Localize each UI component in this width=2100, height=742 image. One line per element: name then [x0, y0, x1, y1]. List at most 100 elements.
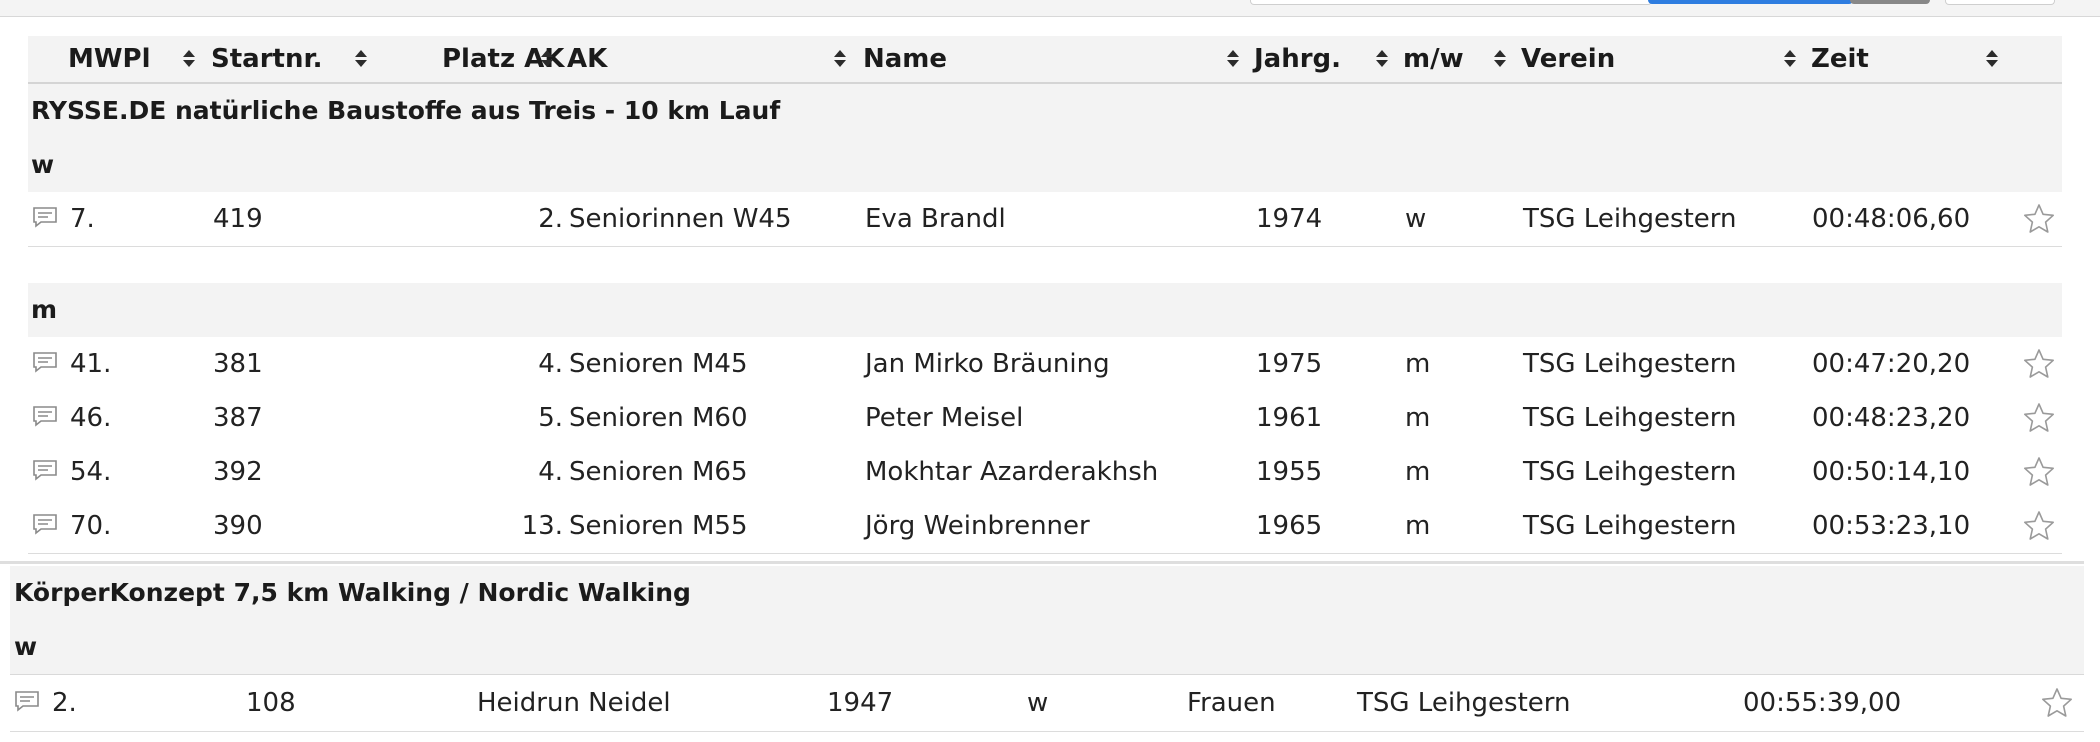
mwpl-cell: 54.: [70, 457, 112, 487]
table-row[interactable]: 54. 392 4. Senioren M65 Mokhtar Azardera…: [28, 445, 2062, 500]
ak-cell: Senioren M55: [569, 511, 748, 541]
sort-icon[interactable]: [1494, 36, 1508, 82]
comment-icon[interactable]: [14, 690, 40, 712]
name-cell: Peter Meisel: [865, 403, 1024, 433]
startnr-cell: 387: [213, 403, 263, 433]
jahrg-cell: 1961: [1256, 403, 1323, 433]
col-header-platz-ak[interactable]: Platz AK: [442, 44, 565, 74]
sort-icon[interactable]: [355, 36, 369, 82]
col-header-name[interactable]: Name: [863, 44, 948, 74]
name-cell: Jan Mirko Bräuning: [865, 349, 1110, 379]
group-header: w: [28, 138, 2062, 193]
col-header-verein[interactable]: Verein: [1521, 44, 1616, 74]
col-header-jahrg[interactable]: Jahrg.: [1254, 44, 1342, 74]
mwpl-cell: 70.: [70, 511, 112, 541]
name-cell: Eva Brandl: [865, 204, 1006, 234]
jahrg-cell: 1955: [1256, 457, 1323, 487]
star-outline-icon[interactable]: [2022, 202, 2056, 236]
zeit-cell: 00:48:06,60: [1812, 204, 1971, 234]
comment-icon[interactable]: [32, 459, 58, 481]
sort-icon[interactable]: [183, 36, 197, 82]
name-cell: Jörg Weinbrenner: [865, 511, 1090, 541]
search-dropdown-button[interactable]: [1850, 0, 1930, 4]
verein-cell: TSG Leihgestern: [1523, 403, 1737, 433]
star-outline-icon[interactable]: [2022, 455, 2056, 489]
ak-cell: Senioren M45: [569, 349, 748, 379]
startnr-cell: 108: [246, 688, 296, 718]
zeit-cell: 00:53:23,10: [1812, 511, 1971, 541]
sort-icon[interactable]: [1784, 36, 1798, 82]
col-header-ak[interactable]: AK: [567, 44, 608, 74]
verein-cell: TSG Leihgestern: [1523, 204, 1737, 234]
group-header: w: [10, 620, 2084, 675]
verein-cell: TSG Leihgestern: [1523, 457, 1737, 487]
table-row[interactable]: 2. 108 Heidrun Neidel 1947 w Frauen TSG …: [10, 675, 2084, 732]
table-row[interactable]: 70. 390 13. Senioren M55 Jörg Weinbrenne…: [28, 499, 2062, 554]
group-header: m: [28, 283, 2062, 338]
section-divider: [0, 561, 2084, 564]
table-header: MWPl Startnr. Platz AK AK Name Jahrg. m/…: [28, 36, 2062, 84]
ak-cell: Frauen: [1187, 688, 1276, 718]
group-label: m: [31, 295, 58, 324]
startnr-cell: 390: [213, 511, 263, 541]
zeit-cell: 00:48:23,20: [1812, 403, 1971, 433]
group-label: w: [14, 632, 38, 661]
col-header-startnr[interactable]: Startnr.: [211, 44, 323, 74]
comment-icon[interactable]: [32, 405, 58, 427]
sort-icon[interactable]: [541, 36, 555, 82]
comment-icon[interactable]: [32, 206, 58, 228]
mwpl-cell: 7.: [70, 204, 95, 234]
table-row[interactable]: 46. 387 5. Senioren M60 Peter Meisel 196…: [28, 391, 2062, 446]
platz-ak-cell: 13.: [521, 511, 563, 541]
table-row[interactable]: 41. 381 4. Senioren M45 Jan Mirko Bräuni…: [28, 337, 2062, 392]
verein-cell: TSG Leihgestern: [1357, 688, 1571, 718]
platz-ak-cell: 2.: [538, 204, 563, 234]
star-outline-icon[interactable]: [2040, 686, 2074, 720]
ak-cell: Senioren M65: [569, 457, 748, 487]
ak-cell: Seniorinnen W45: [569, 204, 792, 234]
event-title: RYSSE.DE natürliche Baustoffe aus Treis …: [31, 96, 781, 125]
group-label: w: [31, 150, 55, 179]
platz-ak-cell: 4.: [538, 349, 563, 379]
zeit-cell: 00:55:39,00: [1743, 688, 1902, 718]
jahrg-cell: 1947: [827, 688, 894, 718]
sort-icon[interactable]: [1376, 36, 1390, 82]
star-outline-icon[interactable]: [2022, 509, 2056, 543]
mw-cell: w: [1405, 204, 1427, 234]
event-header: KörperKonzept 7,5 km Walking / Nordic Wa…: [10, 566, 2084, 621]
search-input[interactable]: [1250, 0, 1652, 5]
mwpl-cell: 2.: [52, 688, 77, 718]
platz-ak-cell: 4.: [538, 457, 563, 487]
search-button[interactable]: [1648, 0, 1853, 4]
table-row[interactable]: 7. 419 2. Seniorinnen W45 Eva Brandl 197…: [28, 192, 2062, 247]
star-outline-icon[interactable]: [2022, 401, 2056, 435]
mw-cell: m: [1405, 403, 1431, 433]
sort-icon[interactable]: [1227, 36, 1241, 82]
mwpl-cell: 46.: [70, 403, 112, 433]
jahrg-cell: 1974: [1256, 204, 1323, 234]
comment-icon[interactable]: [32, 513, 58, 535]
event-header: RYSSE.DE natürliche Baustoffe aus Treis …: [28, 84, 2062, 139]
ak-cell: Senioren M60: [569, 403, 748, 433]
col-header-mw[interactable]: m/w: [1403, 44, 1464, 74]
mw-cell: w: [1027, 688, 1049, 718]
col-header-mwpl[interactable]: MWPl: [68, 44, 151, 74]
startnr-cell: 419: [213, 204, 263, 234]
star-outline-icon[interactable]: [2022, 347, 2056, 381]
zeit-cell: 00:47:20,20: [1812, 349, 1971, 379]
comment-icon[interactable]: [32, 351, 58, 373]
startnr-cell: 381: [213, 349, 263, 379]
mw-cell: m: [1405, 511, 1431, 541]
reset-button[interactable]: [1945, 0, 2055, 5]
sort-icon[interactable]: [1986, 36, 2000, 82]
zeit-cell: 00:50:14,10: [1812, 457, 1971, 487]
col-header-zeit[interactable]: Zeit: [1811, 44, 1869, 74]
verein-cell: TSG Leihgestern: [1523, 511, 1737, 541]
name-cell: Mokhtar Azarderakhsh: [865, 457, 1159, 487]
sort-icon[interactable]: [834, 36, 848, 82]
jahrg-cell: 1975: [1256, 349, 1323, 379]
jahrg-cell: 1965: [1256, 511, 1323, 541]
mw-cell: m: [1405, 457, 1431, 487]
top-toolbar: [0, 0, 2100, 17]
name-cell: Heidrun Neidel: [477, 688, 671, 718]
